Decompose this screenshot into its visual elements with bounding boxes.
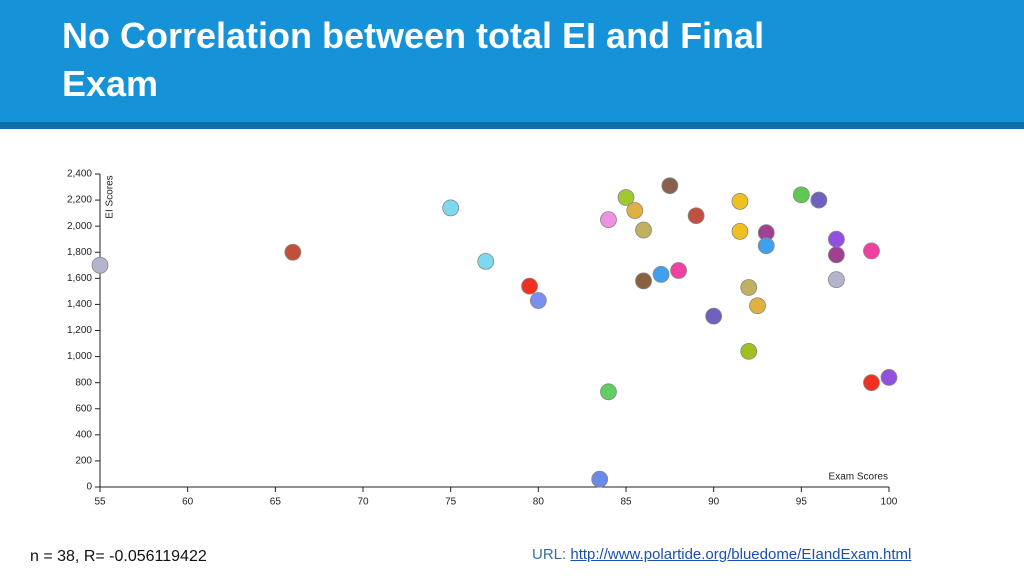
y-tick-label: 200 (75, 456, 92, 467)
scatter-point (740, 279, 758, 296)
scatter-point (626, 202, 644, 219)
scatter-point (863, 242, 880, 260)
x-tick-label: 75 (445, 497, 457, 508)
scatter-point (284, 243, 302, 261)
url-line: URL: http://www.polartide.org/bluedome/E… (532, 546, 911, 563)
y-tick-label: 1,800 (67, 247, 92, 258)
scatter-point (521, 277, 538, 295)
scatter-point (600, 211, 617, 229)
scatter-point (731, 192, 749, 210)
x-tick-label: 80 (533, 497, 545, 508)
scatter-point (810, 191, 828, 209)
url-link[interactable]: http://www.polartide.org/bluedome/EIandE… (570, 546, 912, 563)
y-tick-label: 2,000 (67, 221, 92, 232)
scatter-point (635, 272, 652, 290)
x-tick-label: 55 (94, 497, 106, 508)
y-tick-label: 1,200 (67, 325, 92, 336)
y-axis-label: EI Scores (105, 175, 116, 218)
y-tick-label: 600 (75, 403, 92, 414)
scatter-point (652, 266, 670, 283)
scatter-point (661, 177, 679, 195)
scatter-point (600, 383, 617, 401)
y-tick-label: 800 (75, 377, 92, 388)
header-band: No Correlation between total EI and Fina… (0, 0, 1024, 129)
scatter-point (635, 221, 652, 239)
scatter-point (828, 271, 845, 289)
scatter-point (828, 230, 845, 248)
scatter-point (731, 222, 749, 240)
slide-title: No Correlation between total EI and Fina… (62, 15, 765, 104)
scatter-point (442, 199, 460, 217)
y-tick-label: 2,400 (67, 169, 92, 180)
scatter-point (749, 297, 766, 315)
scatter-point (477, 252, 495, 270)
chart: EI Scores Exam Scores 0 200 400 600 800 1,000… (67, 169, 898, 508)
scatter-point (529, 292, 547, 309)
scatter-point (740, 342, 758, 360)
y-tick-label: 0 (86, 482, 92, 493)
scatter-point (863, 374, 880, 392)
scatter-point (91, 256, 109, 274)
y-tick-label: 400 (75, 429, 92, 440)
x-tick-label: 65 (270, 497, 282, 508)
scatter-point (880, 369, 898, 386)
y-tick-label: 1,600 (67, 273, 92, 284)
x-tick-label: 100 (881, 497, 898, 508)
scatter-point (617, 189, 635, 206)
scatter-point (757, 237, 775, 255)
scatter-point (705, 307, 723, 325)
x-tick-label: 85 (620, 497, 632, 508)
scatter-point (792, 186, 810, 204)
scatter-point (670, 262, 687, 279)
y-tick-label: 2,200 (67, 195, 92, 206)
scatter-point (828, 246, 845, 264)
x-axis-label: Exam Scores (829, 472, 888, 483)
scatter-point (591, 470, 609, 488)
url-prefix: URL: (532, 546, 567, 563)
y-tick-label: 1,400 (67, 299, 92, 310)
y-tick-label: 1,000 (67, 351, 92, 362)
scatter-point (687, 207, 705, 225)
x-tick-label: 60 (182, 497, 194, 508)
x-tick-label: 90 (708, 497, 720, 508)
stats-note: n = 38, R= -0.056119422 (30, 548, 207, 565)
x-tick-label: 95 (796, 497, 808, 508)
x-tick-label: 70 (357, 497, 369, 508)
